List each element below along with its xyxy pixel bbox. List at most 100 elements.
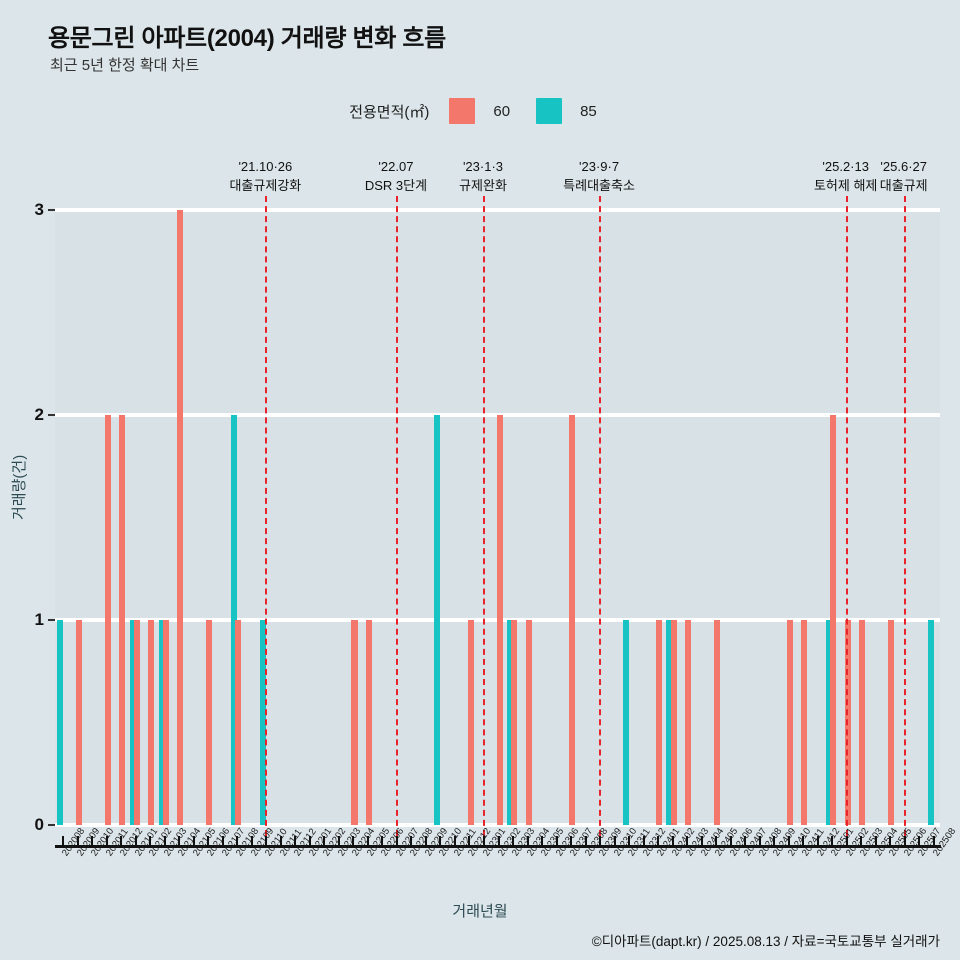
bar-60-202212 [467,620,474,825]
x-tick-mark-202211 [453,836,456,846]
annotation-text: DSR 3단계 [364,177,428,193]
x-tick-mark-202307 [570,836,573,846]
plot-area [55,208,940,827]
x-tick-mark-202308 [584,836,587,846]
bar-85-202110 [260,620,267,825]
bar-60-202009 [75,620,82,825]
annotation-text: 특례대출축소 [563,177,635,193]
bar-85-202108 [231,415,238,825]
x-tick-mark-202205 [366,836,369,846]
legend-title: 전용면적(㎡) [349,103,430,121]
x-tick-mark-202210 [439,836,442,846]
annotation-line-202506 [903,196,906,846]
annotation-date: '21.10·26 [238,159,293,174]
x-tick-mark-202108 [236,836,239,846]
bar-60-202104 [177,210,184,825]
x-tick-mark-202406 [729,836,732,846]
bar-60-202410 [786,620,793,825]
x-tick-mark-202310 [613,836,616,846]
legend-label-60: 60 [493,102,511,120]
annotation-date: '23·9·7 [579,159,620,174]
bar-60-202106 [206,620,213,825]
x-tick-mark-202102 [149,836,152,846]
legend-swatch-85 [536,98,563,124]
x-tick-mark-202302 [497,836,500,846]
y-tick-label-3: 3 [34,200,44,219]
bar-60-202103 [162,620,169,825]
annotation-line-202207 [395,196,398,846]
y-axis-title: 거래량(건) [11,454,28,520]
x-tick-mark-202206 [381,836,384,846]
annotation-text: 규제완화 [459,177,507,193]
x-tick-mark-202304 [526,836,529,846]
bar-85-202303 [506,620,513,825]
annotation-label-202502: '25.2·13 토허제 해제 [814,158,877,196]
footer-credit: ©디아파트(dapt.kr) / 2025.08.13 / 자료=국토교통부 실… [591,934,940,949]
bar-85-202103 [158,620,165,825]
annotation-text: 토허제 해제 [813,177,878,193]
x-tick-mark-202305 [541,836,544,846]
annotation-line-202110 [265,196,268,846]
x-tick-mark-202011 [105,836,108,846]
annotation-label-202506: '25.6·27 대출규제 [880,158,928,196]
y-tick-mark-1 [48,619,55,621]
x-tick-mark-202404 [700,836,703,846]
legend-label-85: 85 [580,102,597,120]
x-axis-title: 거래년월 [452,903,508,920]
legend-swatch-60 [449,98,476,124]
annotation-line-202309 [599,196,602,846]
bar-85-202508 [927,620,934,825]
bar-60-202411 [801,620,808,825]
y-tick-mark-3 [48,209,55,211]
annotation-label-202301: '23·1·3 규제완화 [459,158,507,196]
x-tick-mark-202204 [352,836,355,846]
x-tick-mark-202507 [918,836,921,846]
x-tick-mark-202412 [816,836,819,846]
page-subtitle: 최근 5년 한정 확대 차트 [50,57,200,74]
bar-60-202302 [496,415,503,825]
x-tick-mark-202106 [207,836,210,846]
x-tick-mark-202105 [192,836,195,846]
x-tick-mark-202403 [686,836,689,846]
bar-60-202405 [714,620,721,825]
x-tick-mark-202107 [221,836,224,846]
x-tick-mark-202008 [62,836,65,846]
x-tick-mark-202104 [178,836,181,846]
x-tick-mark-202207 [395,836,398,846]
x-tick-mark-202303 [512,836,514,846]
annotation-label-202207: '22.07 DSR 3단계 [365,158,427,196]
y-tick-label-2: 2 [34,405,44,424]
x-tick-mark-202301 [482,836,485,846]
bar-60-202101 [133,620,140,825]
y-tick-mark-0 [48,824,55,826]
bar-60-202307 [569,415,576,825]
page-title: 용문그린 아파트(2004) 거래량 변화 흐름 [48,25,446,52]
x-tick-mark-202010 [91,836,94,846]
x-tick-mark-202405 [715,836,718,846]
x-tick-mark-202504 [874,836,877,846]
annotation-line-202502 [845,196,848,846]
gridline-y-3 [55,208,940,212]
annotation-text: 대출규제 [879,177,928,193]
annotation-label-202309: '23·9·7 특례대출축소 [563,158,635,196]
x-tick-mark-202110 [265,836,268,846]
y-tick-label-1: 1 [34,610,44,629]
y-tick-label-0: 0 [34,815,44,834]
x-tick-mark-202009 [76,836,79,846]
x-tick-mark-202208 [410,836,413,846]
x-tick-mark-202402 [671,836,674,846]
bar-85-202008 [57,620,64,825]
x-tick-mark-202103 [163,836,166,846]
bar-60-202108 [235,620,242,825]
x-tick-mark-202201 [308,836,311,846]
bar-60-202501 [830,415,837,825]
x-tick-mark-202111 [279,836,282,846]
bar-60-202012 [119,415,126,825]
x-tick-mark-202306 [555,836,558,846]
x-tick-mark-202312 [642,836,645,846]
x-tick-mark-202408 [758,836,761,846]
annotation-text: 대출규제강화 [229,177,302,193]
bar-85-202402 [666,620,673,825]
bar-85-202210 [434,415,441,825]
